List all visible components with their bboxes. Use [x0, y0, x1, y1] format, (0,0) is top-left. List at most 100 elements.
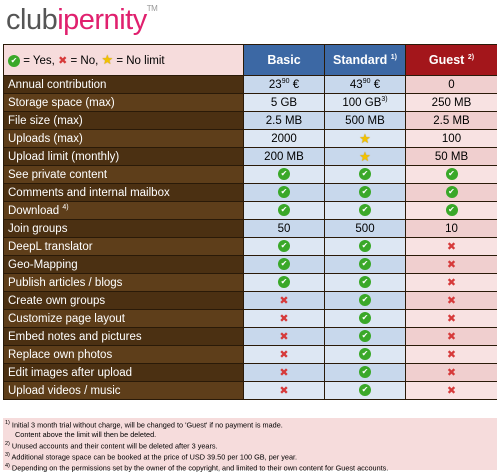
cell: 50 MB — [406, 148, 497, 165]
cell: 200 MB — [244, 148, 324, 165]
legend-icon: ★ — [101, 52, 114, 67]
cell-icon: ✔ — [359, 294, 371, 307]
row-label-text: Geo-Mapping — [8, 258, 78, 271]
cell-icon: ✔ — [278, 168, 290, 181]
row: Customize page layout ✖ ✔ ✖ — [4, 310, 497, 327]
cell-text: 2.5 MB — [433, 114, 470, 127]
row: Storage space (max) 5 GB 100 GB3) 250 MB — [4, 94, 497, 111]
cell: ✖ — [406, 364, 497, 381]
row-label-text: Uploads (max) — [8, 132, 83, 145]
row-label-text: Embed notes and pictures — [8, 330, 142, 343]
footnote-text: Depending on the permissions set by the … — [11, 463, 389, 473]
row-label: Uploads (max) — [4, 130, 243, 147]
cell-text: 5 GB — [270, 96, 298, 109]
cell: 100 GB3) — [325, 94, 405, 111]
cell: ✔ — [325, 382, 405, 399]
row: Create own groups ✖ ✔ ✖ — [4, 292, 497, 309]
logo-club: club — [6, 4, 58, 36]
cell: ✔ — [325, 364, 405, 381]
column-note: 1) — [390, 53, 397, 61]
row: Edit images after upload ✖ ✔ ✖ — [4, 364, 497, 381]
cell-icon: ✖ — [446, 367, 457, 379]
cell: ✔ — [325, 292, 405, 309]
cell: ✔ — [406, 202, 497, 219]
cell: ✔ — [325, 346, 405, 363]
cell-text: 2.5 MB — [265, 114, 303, 127]
footnote-mark: 1) — [5, 420, 10, 426]
footnote-text: Unused accounts and their content will b… — [11, 441, 218, 451]
row-label-text: File size (max) — [8, 114, 83, 127]
cell-icon: ✖ — [446, 385, 457, 397]
row-label: Annual contribution — [4, 76, 243, 93]
cell-icon: ✖ — [446, 295, 457, 307]
cell: 4390 € — [325, 76, 405, 93]
legend-icon: ✔ — [8, 54, 20, 67]
footnote-mark: 3) — [5, 451, 10, 458]
row-label: Create own groups — [4, 292, 243, 309]
cell-sup: 3) — [381, 96, 388, 104]
cell: ✔ — [244, 202, 324, 219]
table: ✔ = Yes, ✖ = No, ★ = No limit Basic Standa… — [3, 44, 498, 400]
cell-text: 10 — [445, 222, 458, 235]
cell: ✔ — [325, 238, 405, 255]
cell: ✔ — [244, 166, 324, 183]
cell: ✖ — [406, 346, 497, 363]
cell: ✖ — [406, 328, 497, 345]
row: File size (max) 2.5 MB 500 MB 2.5 MB — [4, 112, 497, 129]
row-label-text: Upload videos / music — [8, 384, 121, 397]
footnote-text: Initial 3 month trial without charge, wi… — [11, 420, 283, 430]
cell: ✔ — [325, 202, 405, 219]
cell: 5 GB — [244, 94, 324, 111]
row: Download 4) ✔ ✔ ✔ — [4, 202, 497, 219]
cell-text: 250 MB — [431, 96, 472, 109]
cell-icon: ✔ — [359, 384, 371, 397]
column-name: Standard — [333, 53, 388, 67]
cell-icon: ✖ — [446, 349, 457, 361]
cell: ✖ — [406, 256, 497, 273]
row-label-text: Comments and internal mailbox — [8, 186, 170, 199]
column-name: Basic — [267, 53, 301, 67]
footnote: Content above the limit will then be del… — [5, 430, 495, 440]
row-label: Publish articles / blogs — [4, 274, 243, 291]
cell: 500 MB — [325, 112, 405, 129]
row-label: See private content — [4, 166, 243, 183]
row-label-text: Create own groups — [8, 294, 106, 307]
logo: clubipernityTM — [6, 4, 158, 37]
legend-text: = No, — [67, 55, 102, 67]
row-label-text: See private content — [8, 168, 108, 181]
column-header: Standard 1) — [325, 45, 405, 75]
cell-icon: ✔ — [359, 312, 371, 325]
footnote-text: Content above the limit will then be del… — [15, 430, 157, 440]
cell-text: 50 MB — [434, 150, 469, 163]
row: Annual contribution 2390 €4390 €0 — [4, 76, 497, 93]
cell: 500 — [325, 220, 405, 237]
cell: 2.5 MB — [244, 112, 324, 129]
cell: ✔ — [325, 256, 405, 273]
row-label: File size (max) — [4, 112, 243, 129]
cell-text: 500 — [355, 222, 375, 235]
cell-icon: ✔ — [359, 348, 371, 361]
cell: 50 — [244, 220, 324, 237]
cell-icon: ✖ — [446, 313, 457, 325]
cell: ✔ — [244, 184, 324, 201]
cell-unit: € — [292, 78, 300, 91]
cell-icon: ✔ — [278, 186, 290, 199]
cell-icon: ✖ — [279, 367, 289, 379]
cell-icon: ✔ — [278, 204, 290, 217]
cell: ✔ — [325, 184, 405, 201]
cell-icon: ✔ — [359, 186, 371, 199]
row: Upload limit (monthly) 200 MB ★ 50 MB — [4, 148, 497, 165]
cell-icon: ✖ — [279, 313, 289, 325]
row: Publish articles / blogs ✔ ✔ ✖ — [4, 274, 497, 291]
cell: ✔ — [406, 166, 497, 183]
row-label: Download 4) — [4, 202, 243, 219]
row: Replace own photos ✖ ✔ ✖ — [4, 346, 497, 363]
row-label: Join groups — [4, 220, 243, 237]
header-row: ✔ = Yes, ✖ = No, ★ = No limit Basic Standa… — [4, 45, 497, 75]
cell-icon: ✔ — [359, 204, 371, 217]
cell: ✖ — [406, 292, 497, 309]
cell: 2.5 MB — [406, 112, 497, 129]
cell-icon: ✔ — [359, 366, 371, 379]
row-label-text: Annual contribution — [8, 78, 107, 91]
row-note: 4) — [62, 204, 69, 212]
